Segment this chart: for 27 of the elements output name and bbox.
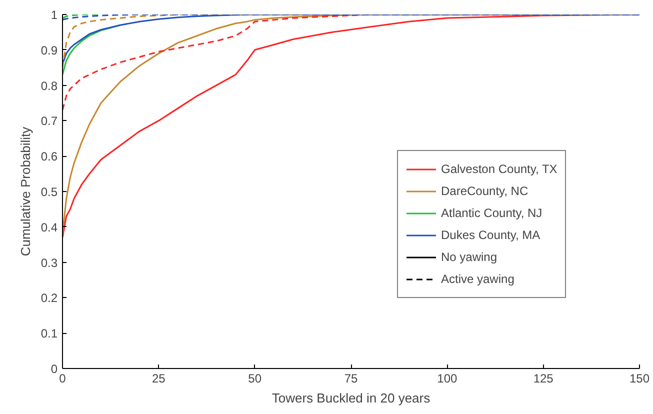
legend-label: Dukes County, MA	[441, 227, 540, 243]
y-tick-label: 0.2	[40, 291, 58, 306]
x-tick-label: 100	[437, 372, 458, 386]
y-axis-title: Cumulative Probability	[18, 126, 33, 256]
line-series	[62, 24, 121, 76]
y-tick-label: 0.8	[40, 78, 58, 93]
y-tick-label: 0.7	[40, 114, 58, 128]
legend-label: No yawing	[441, 249, 498, 265]
y-tick-label: 0.5	[40, 185, 58, 199]
legend-label: Atlantic County, NJ	[441, 205, 542, 221]
x-axis-title: Towers Buckled in 20 years	[272, 390, 431, 406]
x-tick-label: 150	[629, 372, 650, 386]
y-tick-label: 0.3	[40, 256, 58, 270]
y-tick-label: 1	[50, 8, 58, 22]
x-tick-label: 125	[533, 372, 554, 386]
y-tick-label: 0.9	[40, 43, 58, 58]
legend-label: Galveston County, TX	[441, 161, 558, 177]
y-tick-label: 0.6	[40, 150, 58, 164]
y-tick-label: 0	[50, 362, 58, 376]
x-tick-label: 75	[344, 372, 358, 386]
legend-label: Active yawing	[441, 271, 514, 287]
x-tick-label: 25	[152, 372, 166, 386]
y-tick-label: 0.1	[40, 326, 58, 341]
y-tick-label: 0.4	[40, 220, 58, 234]
x-tick-label: 50	[248, 372, 262, 386]
x-tick-label: 0	[59, 372, 66, 386]
legend-label: DareCounty, NC	[441, 183, 528, 199]
